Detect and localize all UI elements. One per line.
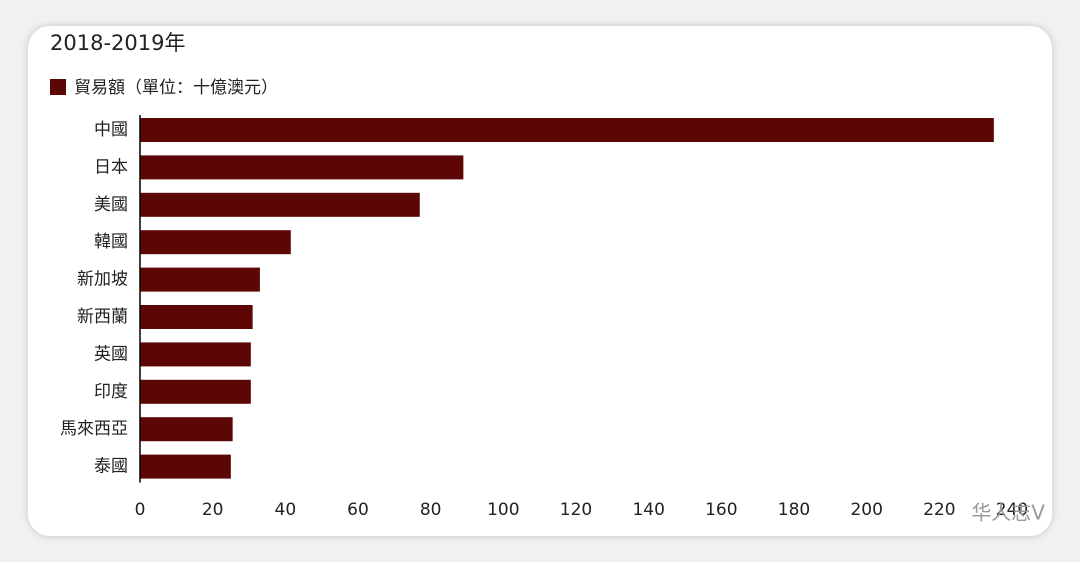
bar bbox=[140, 342, 251, 367]
y-tick-label: 中國 bbox=[94, 120, 128, 140]
x-tick-label: 140 bbox=[632, 500, 664, 520]
x-tick-label: 100 bbox=[487, 500, 519, 520]
y-tick-label: 英國 bbox=[94, 344, 128, 364]
legend-swatch bbox=[50, 79, 66, 95]
legend-label: 貿易額（單位：十億澳元） bbox=[74, 78, 278, 98]
x-tick-label: 200 bbox=[850, 500, 882, 520]
bar bbox=[140, 267, 260, 292]
y-tick-label: 新西蘭 bbox=[77, 307, 128, 327]
x-tick-label: 80 bbox=[420, 500, 442, 520]
x-tick-label: 0 bbox=[135, 500, 146, 520]
x-tick-label: 40 bbox=[275, 500, 297, 520]
y-tick-label: 馬來西亞 bbox=[60, 419, 128, 439]
y-tick-label: 泰國 bbox=[94, 457, 128, 477]
bar bbox=[140, 379, 251, 404]
bar bbox=[140, 192, 420, 217]
bar bbox=[140, 155, 464, 180]
x-tick-label: 20 bbox=[202, 500, 224, 520]
y-tick-label: 韓國 bbox=[94, 232, 128, 252]
x-tick-label: 120 bbox=[560, 500, 592, 520]
y-tick-label: 日本 bbox=[94, 157, 128, 177]
x-tick-label: 160 bbox=[705, 500, 737, 520]
bar bbox=[140, 230, 291, 255]
y-tick-label: 美國 bbox=[94, 195, 128, 215]
watermark: 华人志V bbox=[971, 501, 1045, 525]
x-tick-label: 240 bbox=[996, 500, 1028, 520]
chart-title: 2018-2019年 bbox=[50, 31, 185, 55]
x-tick-label: 220 bbox=[923, 500, 955, 520]
bar bbox=[140, 305, 253, 329]
bar bbox=[140, 118, 994, 142]
x-tick-label: 180 bbox=[778, 500, 810, 520]
y-tick-label: 印度 bbox=[94, 382, 128, 402]
x-tick-label: 60 bbox=[347, 500, 369, 520]
bar bbox=[140, 454, 231, 479]
y-tick-label: 新加坡 bbox=[77, 270, 128, 290]
bar bbox=[140, 417, 233, 442]
